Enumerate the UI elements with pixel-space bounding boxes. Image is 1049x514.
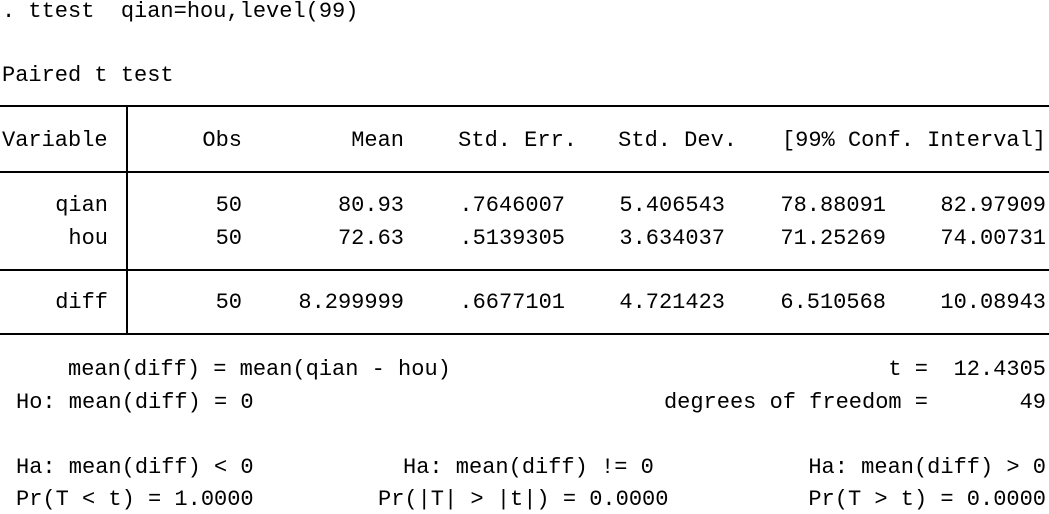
cell: 5.406543 — [619, 193, 725, 218]
header-cell: Obs — [202, 128, 242, 153]
alt-hypothesis: Ha: mean(diff) > 0 — [808, 455, 1046, 480]
t-label: t = — [888, 357, 928, 382]
cell: .7646007 — [459, 193, 565, 218]
row-label: diff — [55, 290, 108, 315]
cell: 8.299999 — [298, 290, 404, 315]
p-value: Pr(T > t) = 0.0000 — [808, 487, 1046, 512]
cell: 50 — [216, 226, 242, 251]
cell: 50 — [216, 193, 242, 218]
cell: 3.634037 — [619, 226, 725, 251]
cell: 74.00731 — [940, 226, 1046, 251]
df-label: degrees of freedom = — [664, 390, 928, 415]
cell: .6677101 — [459, 290, 565, 315]
null-hypothesis: Ho: mean(diff) = 0 — [16, 390, 254, 415]
df-value: 49 — [1020, 390, 1046, 415]
row-label: qian — [55, 193, 108, 218]
cell: 10.08943 — [940, 290, 1046, 315]
p-value: Pr(T < t) = 1.0000 — [16, 487, 254, 512]
mean-definition: mean(diff) = mean(qian - hou) — [68, 357, 451, 382]
cell: 78.88091 — [780, 193, 886, 218]
header-cell: Std. Dev. — [618, 128, 737, 153]
cell: 82.97909 — [940, 193, 1046, 218]
p-value: Pr(|T| > |t|) = 0.0000 — [378, 487, 668, 512]
cell: .5139305 — [459, 226, 565, 251]
header-cell: Mean — [351, 128, 404, 153]
cell: 71.25269 — [780, 226, 886, 251]
title: Paired t test — [2, 63, 174, 88]
cell: 50 — [216, 290, 242, 315]
header-cell: Variable — [2, 128, 108, 153]
cell: 6.510568 — [780, 290, 886, 315]
row-label: hou — [68, 226, 108, 251]
cell: 80.93 — [338, 193, 404, 218]
header-cell: Std. Err. — [458, 128, 577, 153]
alt-hypothesis: Ha: mean(diff) != 0 — [403, 455, 654, 480]
t-value: 12.4305 — [954, 357, 1046, 382]
command: . ttest qian=hou,level(99) — [2, 0, 358, 24]
alt-hypothesis: Ha: mean(diff) < 0 — [16, 455, 254, 480]
cell: 4.721423 — [619, 290, 725, 315]
cell: 72.63 — [338, 226, 404, 251]
header-cell: [99% Conf. Interval] — [782, 128, 1046, 153]
